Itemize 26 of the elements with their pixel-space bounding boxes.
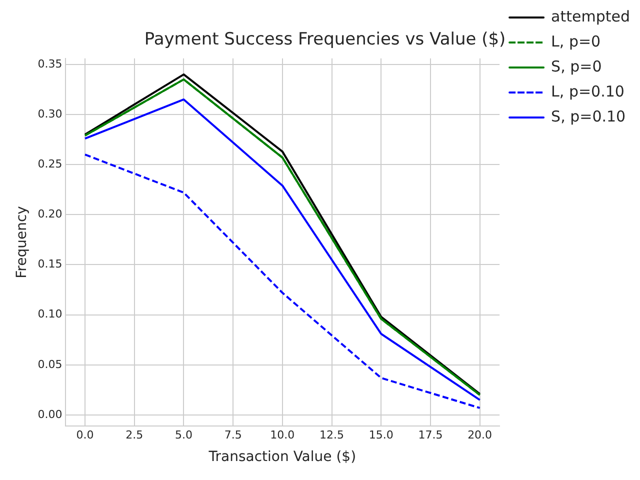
y-tick-label: 0.10 — [38, 308, 62, 321]
x-tick-label: 17.5 — [418, 428, 443, 442]
y-axis-title: Frequency — [14, 206, 30, 278]
x-tick-label: 7.5 — [224, 428, 242, 442]
y-tick-label: 0.30 — [38, 107, 62, 120]
y-tick-label: 0.00 — [38, 408, 62, 421]
x-tick-label: 15.0 — [368, 428, 394, 442]
x-tick-label: 2.5 — [126, 428, 144, 442]
x-tick-label: 12.5 — [320, 428, 344, 442]
x-tick-label: 20.0 — [468, 428, 492, 442]
y-tick-label: 0.05 — [38, 358, 62, 371]
x-tick-label: 0.0 — [76, 428, 94, 442]
legend-label: L, p=0 — [551, 32, 601, 50]
y-tick-label: 0.15 — [38, 258, 62, 271]
legend-label: attempted — [551, 7, 630, 26]
line-series — [84, 154, 481, 409]
x-tick-label: 10.0 — [270, 428, 295, 442]
y-tick-label: 0.35 — [38, 57, 62, 70]
legend-label: S, p=0.10 — [551, 107, 626, 126]
y-tick-label: 0.20 — [38, 208, 62, 221]
chart-title: Payment Success Frequencies vs Value ($) — [144, 30, 506, 50]
x-tick-label: 5.0 — [174, 428, 192, 442]
x-axis-title: Transaction Value ($) — [208, 449, 356, 466]
legend-label: L, p=0.10 — [551, 82, 624, 100]
y-tick-label: 0.25 — [38, 157, 62, 170]
legend-label: S, p=0 — [551, 57, 602, 76]
